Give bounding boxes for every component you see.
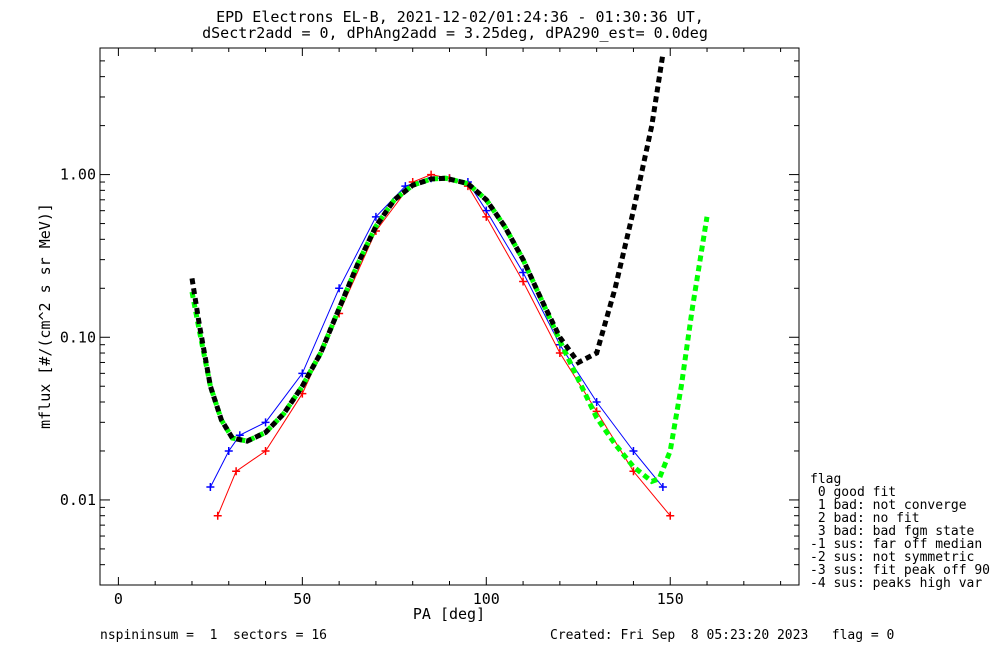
x-axis-label: PA [deg] [413, 605, 485, 623]
y-axis-label: mflux [#/(cm^2 s sr MeV)] [36, 203, 54, 429]
series-line [189, 53, 666, 444]
data-point [555, 349, 564, 358]
data-point [261, 446, 270, 455]
y-tick-label: 0.01 [60, 491, 96, 509]
data-point [371, 212, 380, 221]
y-tick-label: 1.00 [60, 166, 96, 184]
legend-item: 1 bad: not converge [810, 498, 967, 513]
data-point [232, 467, 241, 476]
data-point [224, 446, 233, 455]
series-line [189, 175, 710, 485]
chart-title-line2: dSectr2add = 0, dPhAng2add = 3.25deg, dP… [202, 24, 708, 42]
legend-item: -1 sus: far off median [810, 537, 982, 552]
plot-frame [99, 47, 800, 586]
chart-title-line1: EPD Electrons EL-B, 2021-12-02/01:24:36 … [216, 8, 704, 26]
x-tick-label: 150 [657, 590, 684, 608]
x-tick-label: 0 [114, 590, 123, 608]
data-layer [189, 53, 710, 520]
series-line [209, 177, 664, 488]
footer-spin-info: nspininsum = 1 sectors = 16 [100, 628, 327, 643]
legend-item: 0 good fit [810, 485, 896, 500]
data-point [519, 277, 528, 286]
data-point [666, 511, 675, 520]
legend-item: 3 bad: bad fgm state [810, 524, 975, 539]
data-point [658, 483, 667, 492]
data-point [206, 483, 215, 492]
legend-item: 2 bad: no fit [810, 511, 920, 526]
footer-created: Created: Fri Sep 8 05:23:20 2023 flag = … [550, 628, 894, 643]
x-tick-label: 50 [293, 590, 311, 608]
legend-item: -4 sus: peaks high var [810, 576, 982, 591]
data-point [261, 418, 270, 427]
y-tick-label: 0.10 [60, 328, 96, 346]
legend-item: -2 sus: not symmetric [810, 550, 974, 565]
data-point [298, 369, 307, 378]
x-tick-label: 100 [473, 590, 500, 608]
flag-legend: flag 0 good fit 1 bad: not converge 2 ba… [810, 472, 990, 591]
legend-item: -3 sus: fit peak off 90 [810, 563, 990, 578]
data-point [213, 511, 222, 520]
data-point [519, 268, 528, 277]
data-point [629, 446, 638, 455]
series-line [217, 174, 671, 517]
data-point [335, 284, 344, 293]
data-point [592, 397, 601, 406]
axis-layer: 0 50 100 150 0.01 0.10 1.00 [60, 47, 799, 608]
legend-title: flag [810, 472, 841, 487]
data-point [482, 212, 491, 221]
